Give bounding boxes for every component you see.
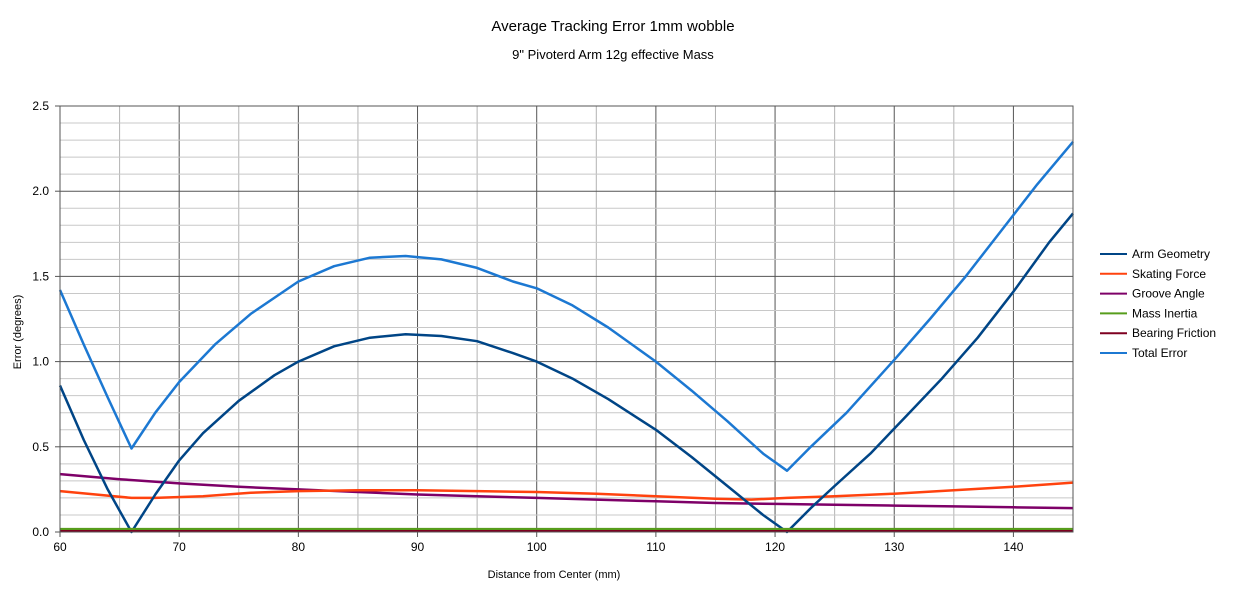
x-tick-label: 100	[527, 540, 547, 554]
chart-subtitle: 9" Pivoterd Arm 12g effective Mass	[512, 47, 714, 62]
x-tick-label: 120	[765, 540, 785, 554]
y-tick-label: 2.5	[32, 99, 49, 113]
x-tick-label: 110	[646, 540, 665, 554]
series-line-groove-angle	[59, 472, 1074, 510]
y-axis-ticks: 0.0 0.5 1.0 1.5 2.0 2.5	[32, 99, 60, 539]
x-tick-label: 80	[292, 540, 306, 554]
plot-frame	[59, 105, 1074, 533]
x-axis-ticks: 60 70 80 90 100 110 120 130 140	[53, 532, 1024, 554]
y-tick-label: 1.5	[32, 269, 49, 283]
legend-entry-label: Total Error	[1132, 346, 1187, 360]
y-axis-label: Error (degrees)	[12, 295, 24, 370]
y-tick-label: 0.5	[32, 440, 49, 454]
legend-entry-label: Skating Force	[1132, 267, 1206, 281]
x-tick-label: 90	[411, 540, 425, 554]
x-tick-label: 70	[172, 540, 186, 554]
x-tick-label: 130	[884, 540, 904, 554]
grid	[60, 106, 1073, 532]
series-line-skating-force	[59, 481, 1074, 501]
series-line-arm-geometry	[58, 212, 1074, 534]
plot-border	[59, 105, 1074, 533]
legend: Arm Geometry Skating Force Groove Angle Mas…	[1100, 247, 1216, 360]
y-tick-label: 0.0	[32, 525, 49, 539]
legend-entry-label: Groove Angle	[1132, 287, 1205, 301]
legend-entry-label: Mass Inertia	[1132, 306, 1198, 320]
y-tick-label: 1.0	[32, 355, 49, 369]
x-tick-label: 60	[53, 540, 67, 554]
x-axis-label: Distance from Center (mm)	[488, 569, 621, 581]
legend-entry-label: Bearing Friction	[1132, 326, 1216, 340]
series-lines	[58, 140, 1074, 534]
x-tick-label: 140	[1003, 540, 1023, 554]
y-tick-label: 2.0	[32, 184, 49, 198]
chart-title: Average Tracking Error 1mm wobble	[491, 18, 735, 35]
series-line-total-error	[58, 140, 1074, 472]
legend-entry-label: Arm Geometry	[1132, 247, 1210, 261]
